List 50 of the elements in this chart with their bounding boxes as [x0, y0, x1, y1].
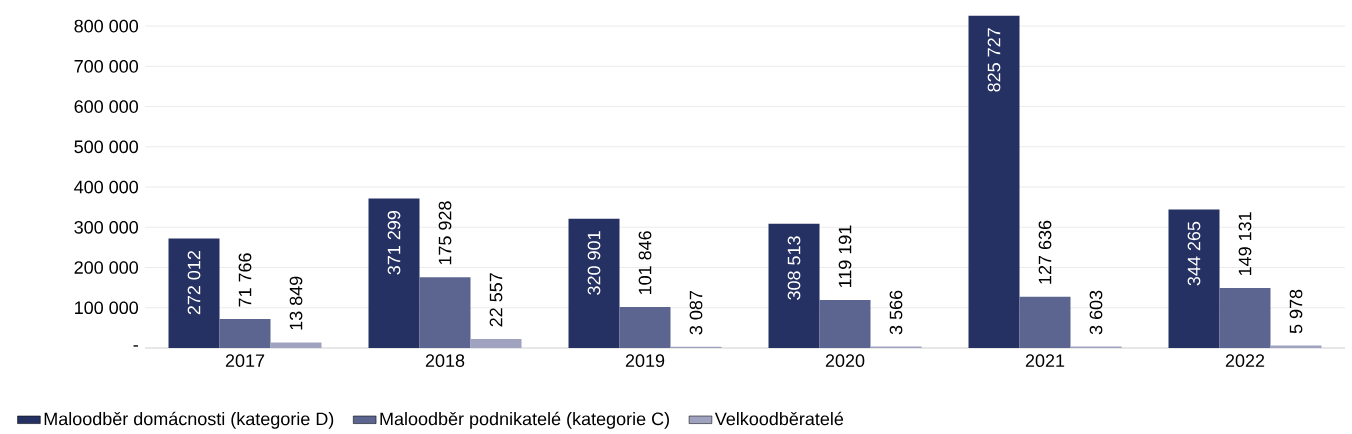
bar — [968, 15, 1020, 348]
bar — [168, 238, 220, 348]
data-label: 371 299 — [387, 211, 401, 275]
data-label: 127 636 — [1038, 220, 1052, 284]
bar — [470, 338, 522, 348]
x-tick-label: 2020 — [825, 354, 865, 367]
bar — [368, 198, 420, 348]
data-label: 13 849 — [289, 276, 303, 330]
y-tick-label: 500 000 — [74, 140, 139, 154]
bar — [568, 218, 620, 348]
y-tick-label: 700 000 — [74, 59, 139, 73]
bar — [270, 342, 322, 348]
x-tick-label: 2022 — [1225, 354, 1265, 367]
data-label: 175 928 — [438, 201, 452, 265]
bar — [619, 307, 671, 348]
legend-label: Maloodběr domácnosti (kategorie D) — [44, 411, 334, 429]
bar — [768, 223, 820, 348]
y-tick-label: - — [133, 345, 138, 347]
data-label: 71 766 — [238, 253, 252, 307]
x-tick-label: 2018 — [425, 354, 465, 367]
y-tick-label: 400 000 — [74, 180, 139, 194]
data-label: 22 557 — [489, 273, 503, 327]
legend-label: Velkoodběratelé — [714, 411, 844, 426]
data-label: 3 087 — [689, 291, 703, 335]
data-label: 344 265 — [1187, 221, 1201, 286]
data-label: 5 978 — [1289, 289, 1303, 334]
y-tick-label: 600 000 — [74, 100, 139, 113]
x-tick-label: 2017 — [225, 354, 265, 367]
y-tick-label: 800 000 — [74, 19, 139, 33]
data-label: 825 727 — [987, 28, 1001, 92]
data-label: 272 012 — [187, 251, 201, 315]
bar — [1168, 209, 1220, 348]
data-label: 149 131 — [1238, 212, 1252, 275]
legend-label: Maloodběr podnikatelé (kategorie C) — [380, 411, 669, 429]
bar — [419, 277, 471, 348]
data-label: 119 191 — [838, 225, 852, 288]
data-label: 308 513 — [787, 236, 801, 300]
data-label: 3 566 — [889, 290, 903, 335]
bar — [1019, 296, 1071, 348]
y-tick-label: 100 000 — [75, 301, 139, 315]
x-tick-label: 2019 — [625, 354, 665, 367]
y-tick-label: 300 000 — [74, 220, 139, 234]
data-label: 3 603 — [1089, 290, 1103, 335]
bar — [819, 300, 871, 348]
y-tick-label: 200 000 — [74, 261, 139, 274]
data-label: 101 846 — [638, 231, 652, 295]
bar — [1219, 287, 1271, 348]
bar — [219, 319, 271, 348]
data-label: 320 901 — [587, 231, 601, 295]
x-tick-label: 2021 — [1025, 354, 1065, 367]
